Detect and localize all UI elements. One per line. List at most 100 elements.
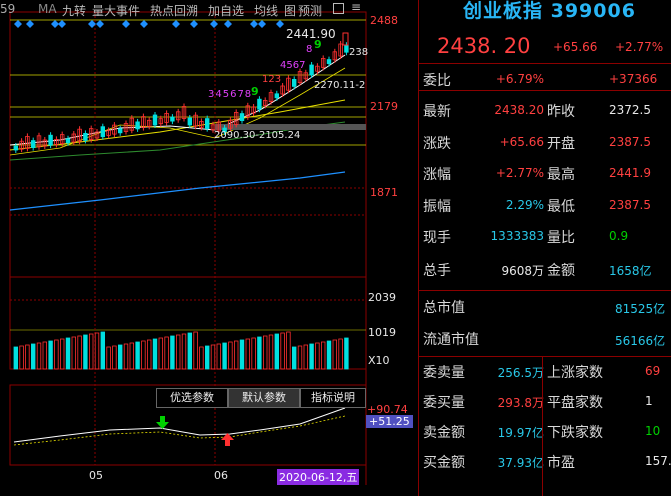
candle-body [118, 128, 123, 134]
candle-body [123, 123, 129, 132]
volume-bar [193, 331, 198, 370]
volume-bar [123, 343, 129, 370]
divider [419, 290, 671, 291]
volume-bar [239, 339, 245, 370]
quote-row-label2: 最高 [547, 167, 575, 183]
candle-body [83, 132, 88, 141]
volume-bar [83, 334, 88, 370]
quote-bottom-value: 293.8万 [497, 396, 544, 410]
maximize-icon[interactable] [333, 3, 344, 14]
volume-bar [222, 342, 227, 370]
candle-body [135, 121, 140, 130]
toolbar-item-forecast[interactable]: 预测 [298, 4, 323, 18]
volume-bar [326, 340, 332, 370]
nine-turn-diamond [14, 20, 22, 28]
candle-body [326, 59, 332, 64]
volume-bar [268, 334, 274, 370]
mcap-row-label: 流通市值 [423, 332, 479, 348]
current-date-label: 2020-06-12,五 [277, 469, 360, 485]
candle-body [164, 113, 169, 123]
nine-turn-diamond [250, 20, 258, 28]
price-change-pct: +2.77% [615, 40, 664, 54]
volume-bar [13, 346, 18, 370]
nine-turn-diamond [58, 20, 66, 28]
volume-bar [228, 341, 233, 370]
candle-body [94, 131, 100, 139]
quote-bottom-value2: 69 [645, 364, 661, 378]
volume-bar [152, 338, 158, 370]
candle-body [233, 112, 239, 125]
candle-body [309, 64, 314, 76]
volume-bar [112, 345, 117, 370]
price-axis-label-top: 2488 [370, 14, 398, 27]
candle-body [54, 138, 59, 145]
optimize-params-button[interactable]: 优选参数 [156, 388, 228, 408]
volume-bar [118, 344, 123, 370]
price-axis-label-low: 1871 [370, 186, 398, 199]
toolbar-item-hot-review[interactable]: 热点回溯 [150, 4, 199, 18]
volume-bar [60, 338, 65, 370]
quote-bottom-label2: 上涨家数 [547, 365, 603, 381]
nine-turn-diamond [276, 20, 284, 28]
candle-body [48, 134, 53, 146]
volume-bar [204, 345, 210, 370]
index-title: 创业板指 399006 [463, 0, 636, 22]
candle-body [286, 77, 291, 91]
quote-bottom-value2: 157. [645, 454, 671, 468]
nine-turn-diamond [51, 20, 59, 28]
candle-body [245, 105, 250, 118]
kline-chart-svg[interactable] [0, 0, 418, 496]
indicator-line-white [13, 407, 346, 443]
menu-icon[interactable]: ≡ [351, 0, 362, 14]
candle-body [338, 43, 343, 57]
quote-row-label: 涨幅 [423, 167, 451, 183]
volume-bar [42, 341, 47, 370]
candle-body [129, 117, 134, 131]
volume-bar [146, 339, 152, 370]
quote-row-value2: 1658亿 [609, 264, 652, 278]
quote-row-label: 振幅 [423, 199, 451, 215]
toolbar-item-add-watchlist[interactable]: 加自选 [208, 4, 245, 18]
price-pane-frame [9, 11, 367, 278]
volume-bar [303, 344, 308, 370]
quote-row-value: 9608万 [501, 264, 544, 278]
low-range-annotation: 2090.30-2105.24 [214, 130, 301, 141]
toolbar-item-jiuzhuan[interactable]: 九转 [62, 4, 87, 18]
volume-bar [320, 341, 326, 370]
quote-row-label2: 昨收 [547, 104, 575, 120]
candle-body [239, 113, 245, 121]
nine-turn-diamond [96, 20, 104, 28]
candle-body [158, 118, 163, 125]
volume-bar [309, 343, 314, 370]
volume-bar [233, 340, 239, 370]
volume-bar [175, 334, 181, 370]
default-params-button[interactable]: 默认参数 [228, 388, 300, 408]
candle-body [19, 140, 24, 150]
volume-bar [286, 331, 291, 370]
candle-body [60, 134, 65, 145]
divider [419, 90, 671, 91]
quote-row-label: 最新 [423, 104, 451, 120]
nine-turn-diamond [26, 20, 34, 28]
quote-row-label: 涨跌 [423, 136, 451, 152]
toolbar-item-chart[interactable]: 图 [284, 4, 297, 18]
volume-bar [89, 333, 94, 370]
quote-row-label2: 开盘 [547, 136, 575, 152]
kline-chart-area[interactable]: 59 MA 九转 量大事件 热点回溯 加自选 均线 图 预测 ≡ 2488 21… [0, 0, 418, 496]
candle-body [344, 44, 349, 53]
quote-row-value: +65.66 [499, 135, 544, 149]
volume-bar [19, 345, 24, 370]
candle-body [262, 100, 268, 106]
volume-bar [262, 335, 268, 370]
indicator-explain-button[interactable]: 指标说明 [300, 388, 366, 408]
volume-bar [199, 346, 204, 370]
toolbar-item-ma-lines[interactable]: 均线 [254, 4, 279, 18]
volume-bar [332, 339, 337, 370]
nine-turn-seq-red: 123 [262, 74, 282, 85]
candle-body [228, 119, 233, 129]
nine-turn-seq-purple2: 4567 [280, 60, 306, 71]
nine-turn-diamond [210, 20, 218, 28]
toolbar-item-ma[interactable]: MA [38, 2, 57, 16]
candle-body [42, 139, 47, 147]
toolbar-item-volume-events[interactable]: 量大事件 [92, 4, 141, 18]
